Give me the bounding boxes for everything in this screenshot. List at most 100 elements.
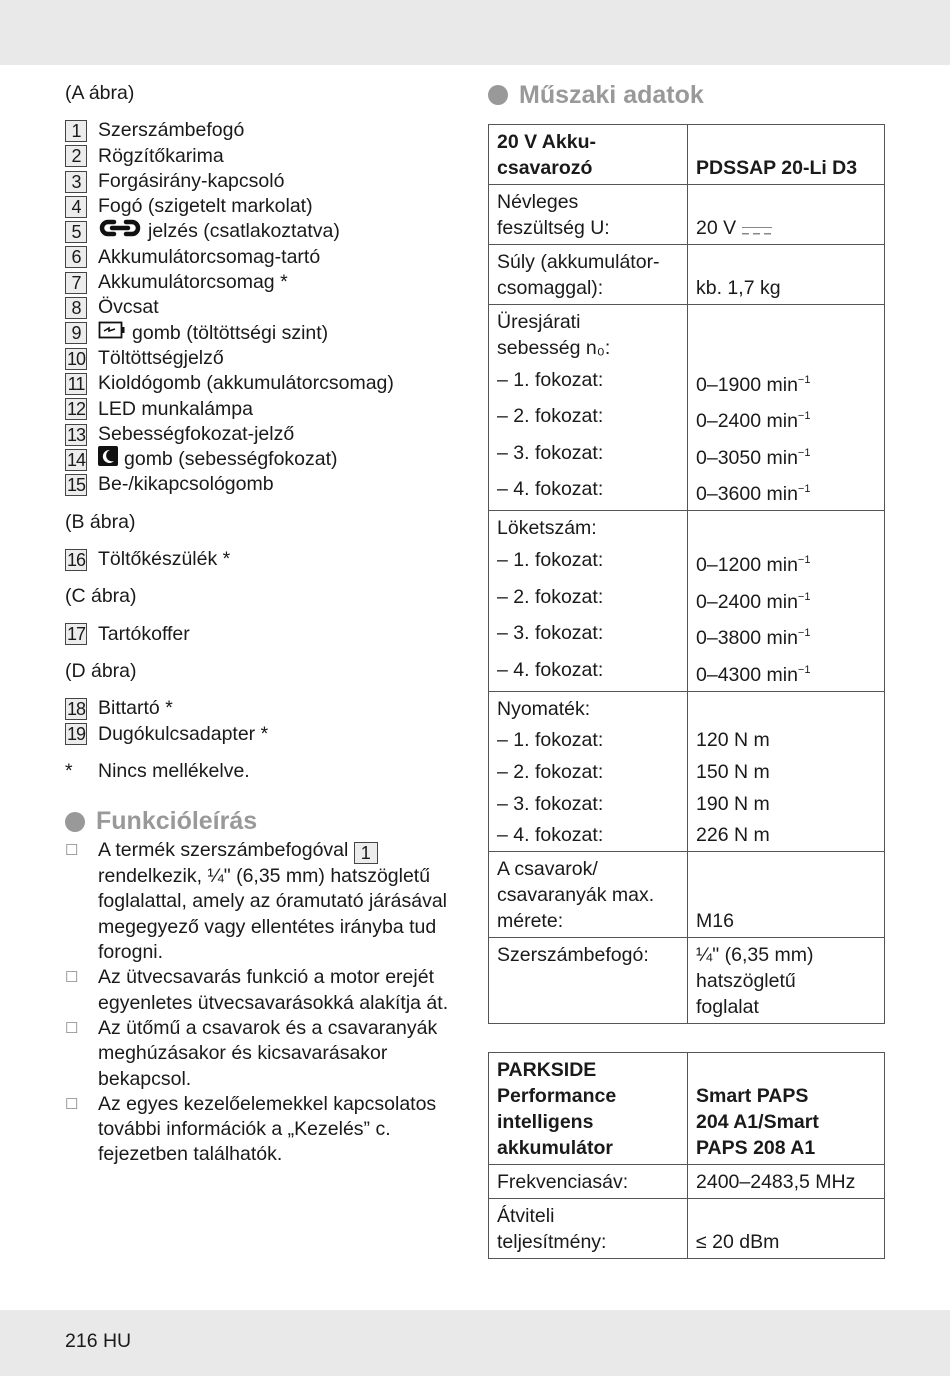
- spec-value-text: ≤ 20 dBm: [696, 1231, 780, 1254]
- superscript: −1: [797, 410, 811, 423]
- list-item: 13 Sebességfokozat-jelző: [65, 422, 465, 447]
- spec-label: – 3. fokozat:: [489, 615, 687, 652]
- spec-label-text: – 3. fokozat:: [497, 622, 604, 645]
- spec-label: PARKSIDE Performance intelligens akkumul…: [489, 1053, 687, 1164]
- spec-value: [687, 691, 884, 722]
- spec-value-text: 150 N m: [696, 760, 770, 783]
- spec-label: – 3. fokozat:: [489, 785, 687, 817]
- part-label: Tartókoffer: [98, 622, 190, 645]
- table-row: – 3. fokozat: 0–3050 min−1: [489, 434, 884, 471]
- spec-label: – 2. fokozat:: [489, 398, 687, 435]
- spec-value-text: 190 N m: [696, 792, 770, 815]
- part-label: Töltöttségjelző: [98, 346, 224, 369]
- table-group: Súly (akkumulátor- csomaggal): kb. 1,7 kg: [489, 244, 884, 304]
- checkbox-square-icon: ☐: [65, 969, 79, 987]
- spec-label-text: Súly (akkumulátor- csomaggal):: [497, 251, 660, 299]
- spec-label-text: – 2. fokozat:: [497, 585, 604, 608]
- table-row: Löketszám:: [489, 511, 884, 542]
- part-number: 5: [65, 221, 87, 244]
- table-group: 20 V Akku- csavarozó PDSSAP 20-Li D3: [489, 125, 884, 184]
- spec-value-text: 0–1900 min: [696, 373, 798, 396]
- spec-label-text: – 4. fokozat:: [497, 478, 604, 501]
- part-label: Be-/kikapcsológomb: [98, 473, 274, 496]
- spec-label-text: – 1. fokozat:: [497, 548, 604, 571]
- section-title: Funkcióleírás: [96, 807, 258, 836]
- spec-value-text: 20 V: [696, 217, 737, 239]
- bullet-text-part: Az ütvecsavarás funkció a motor erejét e…: [98, 966, 449, 1014]
- bullet-text-part: rendelkezik, ¼" (6,35 mm) hatszögletű fo…: [98, 865, 448, 964]
- spec-value: [687, 305, 884, 361]
- list-item: 3 Forgásirány-kapcsoló: [65, 169, 465, 194]
- spec-value-text: 120 N m: [696, 729, 770, 752]
- list-item: 19 Dugókulcsadapter *: [65, 722, 465, 747]
- section-title: Műszaki adatok: [519, 80, 704, 109]
- bullet-text: Az ütvecsavarás funkció a motor erejét e…: [98, 965, 465, 1016]
- spec-label: – 2. fokozat:: [489, 753, 687, 785]
- spec-label-text: – 1. fokozat:: [497, 368, 604, 391]
- part-label: Akkumulátorcsomag *: [98, 271, 288, 294]
- spec-value: 20 V: [687, 185, 884, 244]
- table-row: – 4. fokozat: 0–4300 min−1: [489, 651, 884, 691]
- spec-value-text: 0–1200 min: [696, 553, 798, 576]
- checkbox-square-icon: ☐: [65, 1095, 79, 1113]
- list-item: 10 Töltöttségjelző: [65, 346, 465, 371]
- table-row: – 3. fokozat: 0–3800 min−1: [489, 614, 884, 652]
- list-item: 4 Fogó (szigetelt markolat): [65, 194, 465, 219]
- spec-label-text: Üresjárati sebesség n₀:: [497, 311, 611, 359]
- part-number: 6: [65, 246, 87, 269]
- table-row: Súly (akkumulátor- csomaggal): kb. 1,7 kg: [489, 245, 884, 304]
- spec-label-text: – 2. fokozat:: [497, 405, 604, 428]
- part-number: 2: [65, 145, 87, 168]
- spec-label: – 1. fokozat:: [489, 722, 687, 754]
- superscript: −1: [797, 483, 811, 496]
- bullet-text: A termék szerszámbefogóval 1 rendelkezik…: [98, 838, 465, 965]
- spec-value-text: 2400–2483,5 MHz: [696, 1171, 856, 1194]
- spec-label: Szerszámbefogó:: [489, 938, 687, 1023]
- spec-value: PDSSAP 20-Li D3: [687, 125, 884, 184]
- part-label: Kioldógomb (akkumulátorcsomag): [98, 372, 394, 395]
- table-group: Névleges feszültség U: 20 V: [489, 184, 884, 244]
- spec-value: 2400–2483,5 MHz: [687, 1165, 884, 1199]
- bullet-text: Az egyes kezelőelemekkel kapcsolatos tov…: [98, 1092, 465, 1168]
- battery-specs-table: PARKSIDE Performance intelligens akkumul…: [488, 1052, 885, 1260]
- bullet-item: ☐ Az ütvecsavarás funkció a motor erejét …: [65, 965, 465, 1016]
- spec-value-text: 0–2400 min: [696, 590, 798, 613]
- spec-label-text: Frekvenciasáv:: [497, 1171, 629, 1194]
- bullet-text: Az ütőmű a csavarok és a csavaranyák meg…: [98, 1016, 465, 1092]
- spec-value: [687, 511, 884, 542]
- table-row: – 4. fokozat: 226 N m: [489, 816, 884, 852]
- bullet-item: ☐ Az ütőmű a csavarok és a csavaranyák me…: [65, 1016, 465, 1092]
- spec-value: Smart PAPS 204 A1/Smart PAPS 208 A1: [687, 1053, 884, 1165]
- part-label: Forgásirány-kapcsoló: [98, 169, 285, 192]
- spec-label: Átviteli teljesítmény:: [489, 1199, 687, 1258]
- spec-value-text: ¼" (6,35 mm) hatszögletű foglalat: [696, 944, 814, 1019]
- part-ref: 1: [353, 842, 378, 865]
- spec-value: 0–3800 min−1: [687, 614, 884, 652]
- spec-label-text: Nyomaték:: [497, 697, 591, 720]
- bullet-circle-icon: [65, 812, 85, 833]
- spec-value-text: M16: [696, 910, 734, 933]
- list-item: 16 Töltőkészülék *: [65, 547, 465, 572]
- header-band: [0, 0, 950, 65]
- spec-label-text: – 3. fokozat:: [497, 441, 604, 464]
- superscript: −1: [797, 373, 811, 386]
- part-number: 17: [65, 623, 87, 646]
- part-label: Rögzítőkarima: [98, 144, 224, 167]
- part-number: 1: [65, 119, 87, 142]
- list-item: 14 gomb (sebességfokozat): [65, 446, 465, 472]
- battery-charge-icon: [98, 320, 126, 347]
- spec-value-text: kb. 1,7 kg: [696, 277, 781, 299]
- table-row: Frekvenciasáv: 2400–2483,5 MHz: [489, 1165, 884, 1199]
- spec-value: 0–1900 min−1: [687, 361, 884, 398]
- table-row: – 1. fokozat: 120 N m: [489, 721, 884, 754]
- bullet-item: ☐ A termék szerszámbefogóval 1 rendelkezi…: [65, 838, 465, 965]
- part-label: Fogó (szigetelt markolat): [98, 195, 313, 218]
- spec-value: 0–2400 min−1: [687, 397, 884, 435]
- spec-value-text: 0–4300 min: [696, 663, 798, 686]
- spec-label: – 3. fokozat:: [489, 434, 687, 471]
- spec-label: Frekvenciasáv:: [489, 1165, 687, 1198]
- part-label: Bittartó *: [98, 697, 173, 720]
- table-row: Névleges feszültség U: 20 V: [489, 185, 884, 244]
- part-number: 12: [65, 398, 87, 421]
- part-label: gomb (töltöttségi szint): [132, 321, 329, 344]
